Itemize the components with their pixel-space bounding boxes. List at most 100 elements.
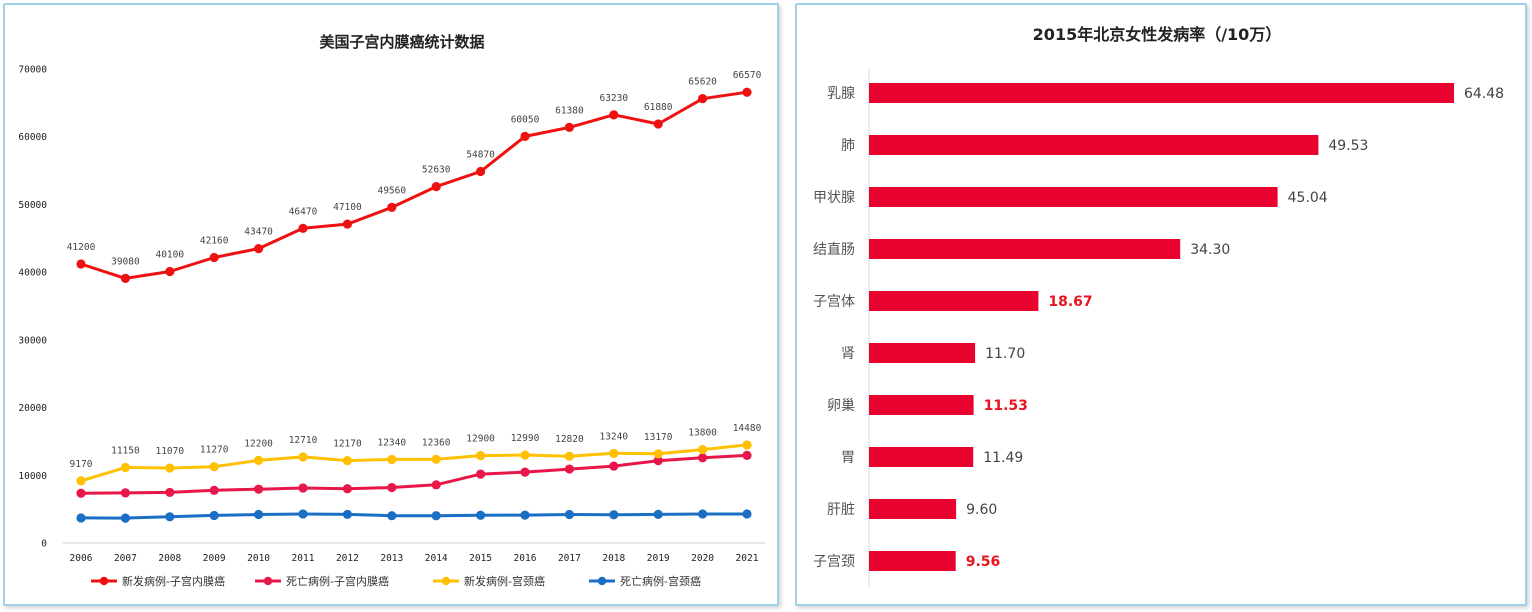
legend-label: 新发病例-子宫内膜癌 — [122, 574, 225, 588]
data-point — [209, 252, 219, 263]
data-label: 12200 — [244, 438, 273, 449]
data-point — [476, 510, 486, 520]
data-label: 40100 — [155, 249, 184, 260]
data-label: 60050 — [511, 114, 540, 125]
value-label: 9.56 — [966, 554, 1001, 570]
category-label: 卵巢 — [827, 398, 855, 414]
data-point — [476, 166, 486, 177]
data-point — [298, 452, 308, 462]
data-point — [476, 451, 486, 461]
data-label: 11150 — [111, 445, 140, 456]
data-label: 54870 — [466, 149, 495, 160]
data-point — [209, 485, 219, 495]
data-point — [209, 462, 219, 472]
data-label: 39080 — [111, 256, 140, 267]
data-label: 12820 — [555, 434, 584, 445]
value-label: 34.30 — [1190, 242, 1230, 258]
category-label: 肺 — [841, 138, 855, 154]
data-label: 12900 — [466, 434, 495, 445]
x-tick-label: 2011 — [292, 553, 315, 564]
bar — [869, 343, 976, 363]
bar — [869, 447, 974, 467]
legend-label: 死亡病例-宫颈癌 — [620, 574, 701, 588]
data-point — [342, 455, 352, 466]
data-label: 61880 — [644, 102, 673, 113]
data-label: 11270 — [200, 445, 229, 456]
data-point — [476, 469, 486, 479]
category-label: 子宫颈 — [813, 554, 855, 570]
data-label: 65620 — [688, 77, 717, 88]
series-line — [80, 453, 748, 495]
data-label: 12990 — [511, 433, 540, 444]
data-point — [120, 273, 130, 283]
data-label: 47100 — [333, 202, 362, 213]
data-point — [254, 509, 264, 520]
data-label: 66570 — [733, 70, 762, 81]
x-tick-label: 2009 — [203, 553, 226, 564]
data-label: 49560 — [377, 185, 406, 196]
data-label: 14480 — [733, 423, 762, 434]
legend-marker — [441, 576, 451, 586]
data-point — [609, 448, 619, 458]
x-tick-label: 2012 — [336, 553, 359, 564]
data-point — [742, 509, 752, 519]
data-label: 12710 — [289, 435, 318, 446]
data-point — [431, 480, 441, 490]
value-label: 11.53 — [984, 398, 1028, 414]
data-point — [387, 454, 397, 465]
data-point — [609, 510, 619, 520]
data-point — [76, 488, 86, 498]
category-label: 胃 — [841, 450, 855, 466]
category-label: 乳腺 — [827, 86, 855, 102]
x-tick-label: 2021 — [736, 553, 759, 564]
data-label: 61380 — [555, 105, 584, 116]
data-point — [254, 455, 264, 465]
data-point — [431, 454, 441, 464]
y-tick-label: 50000 — [18, 200, 47, 211]
data-point — [520, 510, 530, 520]
series-line — [80, 443, 748, 483]
bar-chart-panel: 2015年北京女性发病率（/10万） 乳腺 64.48 肺 49.53 甲状腺 45.04 结… — [795, 3, 1527, 606]
x-tick-label: 2019 — [647, 553, 670, 564]
x-tick-label: 2017 — [558, 553, 581, 564]
bar — [869, 499, 957, 519]
data-point — [342, 484, 352, 494]
category-label: 肾 — [841, 346, 855, 362]
data-point — [520, 450, 530, 460]
line-chart-panel: 美国子宫内膜癌统计数据 0 10000 20000 30000 40000 50000 600… — [3, 3, 779, 606]
bar — [869, 135, 1319, 155]
data-point — [254, 244, 264, 254]
data-point — [520, 131, 530, 141]
y-tick-label: 40000 — [18, 268, 47, 279]
data-point — [209, 510, 219, 521]
data-point — [564, 464, 575, 474]
legend-marker — [263, 576, 273, 586]
data-point — [120, 462, 130, 473]
data-point — [387, 202, 397, 213]
category-label: 甲状腺 — [813, 190, 855, 206]
chart-title: 美国子宫内膜癌统计数据 — [319, 33, 484, 51]
data-point — [653, 456, 663, 466]
data-point — [342, 509, 352, 520]
data-label: 42160 — [200, 236, 229, 247]
data-label: 11070 — [155, 446, 184, 457]
data-point — [742, 450, 752, 460]
data-point — [653, 509, 663, 519]
x-tick-label: 2013 — [380, 553, 403, 564]
legend-marker — [597, 576, 607, 586]
x-tick-label: 2016 — [514, 553, 537, 564]
x-tick-label: 2020 — [691, 553, 714, 564]
data-point — [520, 467, 530, 477]
data-point — [76, 476, 86, 486]
value-label: 45.04 — [1288, 190, 1328, 206]
data-point — [298, 509, 308, 519]
data-point — [387, 511, 397, 521]
data-point — [698, 453, 708, 463]
data-point — [609, 461, 619, 471]
y-tick-label: 30000 — [18, 335, 47, 346]
value-label: 11.49 — [983, 450, 1023, 466]
value-label: 9.60 — [966, 502, 997, 518]
x-tick-label: 2015 — [469, 553, 492, 564]
data-label: 12360 — [422, 437, 451, 448]
chart-title: 2015年北京女性发病率（/10万） — [1033, 25, 1282, 44]
